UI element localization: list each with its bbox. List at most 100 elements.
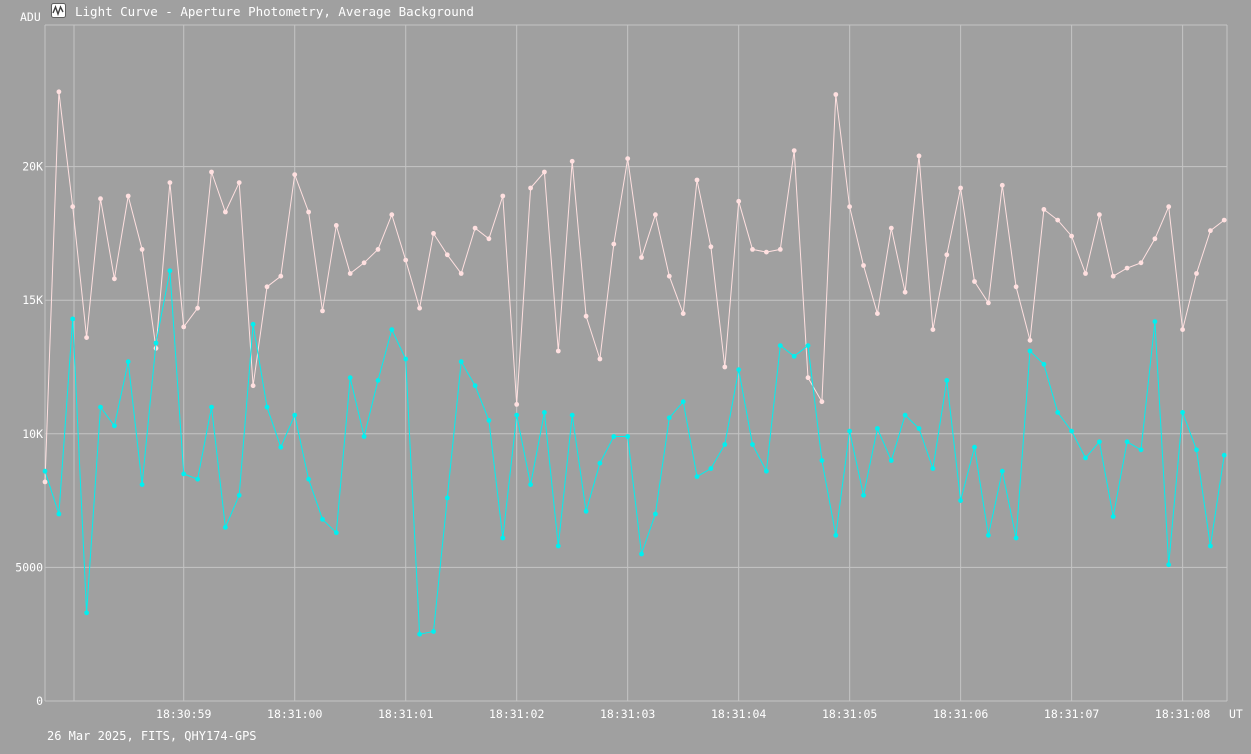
light-curve-app-icon[interactable] <box>51 3 66 18</box>
data-point <box>958 185 963 191</box>
data-point <box>431 231 436 236</box>
data-point <box>597 356 603 362</box>
data-point <box>139 247 145 252</box>
data-point <box>306 209 311 215</box>
x-tick-label: 18:31:03 <box>600 707 655 721</box>
data-point <box>375 247 381 252</box>
data-point <box>999 468 1005 474</box>
data-point <box>1055 217 1061 223</box>
data-point <box>916 153 922 159</box>
data-point <box>195 476 201 482</box>
data-point <box>1180 410 1185 415</box>
data-point <box>791 148 797 154</box>
data-point <box>1208 228 1213 234</box>
data-point <box>750 247 755 252</box>
data-point <box>417 631 422 637</box>
data-point <box>1013 284 1019 290</box>
x-tick-label: 18:31:06 <box>933 707 988 721</box>
x-tick-label: 18:30:59 <box>156 707 211 721</box>
data-point <box>306 476 311 482</box>
data-point <box>819 399 825 405</box>
data-point <box>112 276 117 282</box>
data-point <box>1180 327 1185 332</box>
data-point <box>1194 271 1199 276</box>
data-point <box>181 471 187 477</box>
data-point <box>750 442 755 447</box>
data-point <box>209 404 214 410</box>
data-point <box>1069 233 1074 239</box>
data-point <box>70 316 76 322</box>
data-point <box>1221 452 1227 458</box>
data-point <box>944 252 950 258</box>
y-tick-label: 5000 <box>15 560 43 574</box>
data-point <box>153 345 159 351</box>
data-point <box>666 273 672 279</box>
data-point <box>597 460 603 466</box>
x-tick-label: 18:31:05 <box>822 707 877 721</box>
data-point <box>1208 543 1213 549</box>
data-point <box>1097 212 1102 218</box>
data-point <box>639 255 644 260</box>
data-point <box>403 356 409 362</box>
data-point <box>902 289 908 295</box>
data-point <box>1041 361 1047 367</box>
data-point <box>833 92 839 97</box>
data-point <box>389 327 395 332</box>
data-point <box>1152 236 1158 242</box>
data-point <box>1027 348 1033 354</box>
data-point <box>1083 271 1088 276</box>
data-point <box>223 209 228 215</box>
data-point <box>84 335 89 340</box>
data-point <box>542 410 547 415</box>
data-point <box>819 458 825 463</box>
data-point <box>42 468 48 474</box>
data-point <box>98 196 103 202</box>
data-point <box>1221 217 1227 223</box>
data-point <box>250 321 256 327</box>
series-1 <box>42 89 1227 485</box>
data-point <box>292 412 298 418</box>
data-point <box>680 311 686 316</box>
data-point <box>112 423 117 429</box>
data-point <box>583 313 589 319</box>
data-point <box>417 305 422 311</box>
data-point <box>486 418 492 423</box>
data-point <box>70 204 76 210</box>
x-tick-label: 18:31:01 <box>378 707 433 721</box>
data-point <box>375 378 381 383</box>
data-point <box>56 511 62 517</box>
data-point <box>1083 455 1088 461</box>
data-point <box>320 516 325 522</box>
data-point <box>1124 439 1130 445</box>
data-point <box>930 466 936 471</box>
x-tick-label: 18:31:02 <box>489 707 544 721</box>
data-point <box>250 383 256 389</box>
data-point <box>736 198 742 204</box>
x-tick-label: 18:31:07 <box>1044 707 1099 721</box>
data-point <box>944 378 950 383</box>
observation-info: 26 Mar 2025, FITS, QHY174-GPS <box>47 729 257 743</box>
data-point <box>930 327 936 332</box>
data-point <box>583 508 589 514</box>
data-point <box>708 244 714 250</box>
data-point <box>236 492 242 498</box>
data-point <box>1013 535 1019 541</box>
data-point <box>167 180 173 186</box>
data-point <box>139 482 145 487</box>
series-line <box>44 91 1225 482</box>
data-point <box>569 412 575 418</box>
data-point <box>1110 514 1116 519</box>
data-point <box>444 495 450 501</box>
data-point <box>680 399 686 405</box>
data-point <box>555 348 561 354</box>
data-point <box>1110 273 1116 279</box>
data-point <box>986 532 991 538</box>
data-point <box>361 260 367 266</box>
data-point <box>167 268 173 274</box>
data-point <box>472 383 478 389</box>
data-point <box>847 204 852 210</box>
data-point <box>625 156 631 162</box>
data-point <box>98 404 103 410</box>
data-point <box>1069 428 1074 434</box>
x-tick-label: 18:31:00 <box>267 707 322 721</box>
